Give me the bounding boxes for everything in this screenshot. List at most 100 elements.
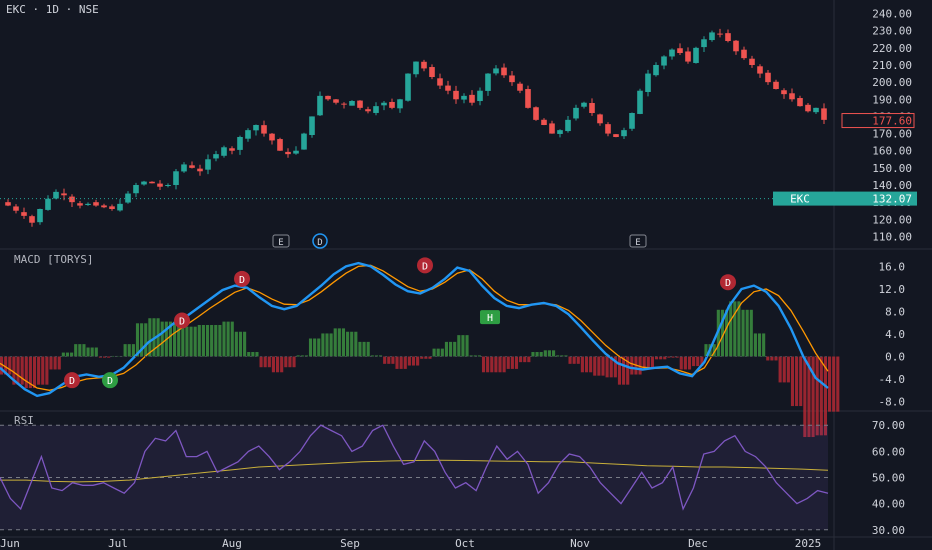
macd-histogram-bar [395, 356, 399, 369]
candle-body [677, 48, 683, 53]
macd-histogram-bar [407, 356, 411, 366]
candle-body [517, 83, 523, 91]
macd-histogram-bar [613, 356, 617, 378]
candle-body [453, 90, 459, 100]
macd-histogram-bar [156, 318, 160, 357]
candle-body [437, 78, 443, 86]
macd-histogram-bar [642, 356, 646, 368]
macd-histogram-bar [757, 333, 762, 357]
macd-histogram-bar [790, 356, 795, 407]
macd-histogram-bar [646, 356, 650, 368]
macd-histogram-bar [271, 356, 275, 373]
candle-body [221, 147, 227, 156]
macd-histogram-bar [185, 326, 189, 357]
candle-body [477, 90, 483, 102]
macd-histogram-bar [135, 323, 140, 357]
macd-divergence-marker-label: D [725, 278, 731, 289]
macd-divergence-marker-label: H [487, 313, 493, 324]
candle-body [165, 185, 171, 186]
candle-body [589, 102, 595, 113]
macd-histogram-bar [24, 356, 28, 389]
ticker-marker-price: 132.07 [872, 193, 912, 206]
macd-histogram-bar [107, 356, 111, 358]
macd-histogram-bar [193, 326, 197, 357]
candle-body [245, 130, 251, 139]
macd-histogram-bar [502, 356, 506, 373]
macd-histogram-bar [667, 356, 671, 358]
candle-body [821, 108, 827, 120]
candle-body [349, 101, 355, 106]
macd-divergence-marker-label: D [422, 261, 428, 272]
candle-body [117, 203, 123, 211]
macd-histogram-bar [601, 356, 605, 376]
macd-histogram-bar [12, 356, 16, 385]
ticker-marker-name: EKC [790, 193, 810, 206]
candle-body [541, 119, 547, 125]
macd-histogram-bar [584, 356, 589, 373]
candle-body [701, 39, 707, 48]
macd-histogram-bar [469, 355, 473, 357]
candle-body [445, 85, 451, 91]
macd-histogram-bar [687, 356, 692, 370]
macd-histogram-bar [61, 352, 65, 357]
macd-tick-label: 0.0 [885, 351, 905, 364]
price-tick-label: 210.00 [872, 59, 912, 72]
candle-body [141, 181, 147, 185]
candle-body [725, 33, 731, 41]
macd-histogram-bar [168, 321, 173, 357]
macd-histogram-bar [572, 356, 576, 364]
macd-histogram-bar [786, 356, 790, 383]
macd-histogram-bar [304, 355, 308, 357]
macd-histogram-bar [654, 356, 659, 360]
price-tick-label: 170.00 [872, 128, 912, 141]
candle-body [365, 109, 371, 112]
macd-histogram-bar [420, 356, 424, 359]
event-badge-label: E [278, 238, 283, 248]
macd-histogram-bar [214, 324, 218, 357]
macd-histogram-bar [378, 355, 383, 357]
macd-histogram-bar [725, 309, 729, 357]
candle-body [405, 73, 411, 101]
candle-body [61, 193, 67, 196]
candle-body [133, 185, 139, 194]
macd-histogram-bar [37, 356, 41, 385]
candle-body [125, 193, 131, 203]
macd-histogram-bar [251, 352, 255, 357]
price-tick-label: 110.00 [872, 230, 912, 243]
macd-histogram-bar [247, 352, 251, 357]
candle-body [373, 106, 379, 113]
macd-histogram-bar [593, 356, 597, 376]
macd-histogram-bar [82, 344, 86, 357]
macd-histogram-bar [510, 356, 514, 369]
candle-body [293, 150, 299, 154]
macd-histogram-bar [486, 356, 490, 373]
candle-body [597, 114, 603, 124]
macd-histogram-bar [102, 356, 107, 358]
rsi-tick-label: 50.00 [872, 472, 905, 485]
candle-body [109, 206, 115, 209]
macd-histogram-bar [41, 356, 45, 385]
candle-body [781, 90, 787, 95]
candle-body [493, 68, 499, 74]
rsi-tick-label: 40.00 [872, 498, 905, 511]
macd-histogram-bar [519, 356, 523, 363]
macd-histogram-bar [696, 356, 700, 367]
candle-body [605, 124, 611, 134]
macd-histogram-bar [473, 355, 477, 357]
macd-tick-label: -8.0 [879, 396, 906, 409]
macd-tick-label: 12.0 [879, 283, 906, 296]
macd-histogram-bar [803, 356, 807, 438]
macd-histogram-bar [288, 356, 292, 368]
event-badge-frame [272, 234, 290, 248]
time-axis-label: Jun [0, 537, 20, 550]
price-tick-label: 230.00 [872, 25, 912, 38]
candle-body [357, 100, 363, 108]
last-price-box [841, 113, 915, 129]
macd-histogram-bar [341, 328, 346, 357]
ticker-price-marker [773, 191, 917, 206]
macd-histogram-bar [436, 348, 440, 357]
candle-body [485, 73, 491, 91]
event-badge-frame [629, 234, 647, 248]
macd-histogram-bar [766, 356, 770, 361]
candle-body [757, 66, 763, 74]
